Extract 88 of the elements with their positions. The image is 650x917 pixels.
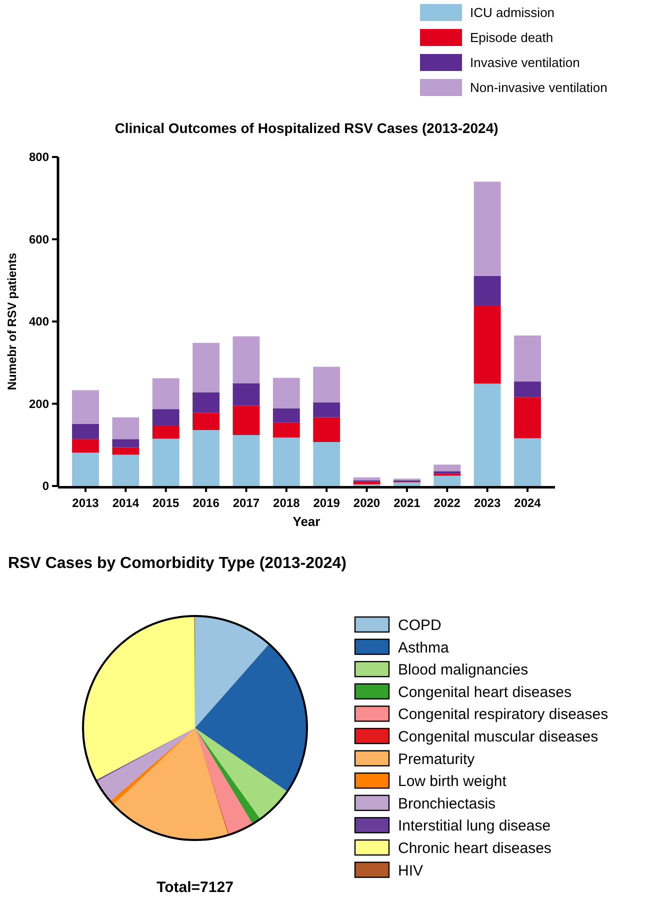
bar <box>313 366 340 403</box>
y-axis-title: Numebr of RSV patients <box>5 252 19 390</box>
legend-label: Congenital heart diseases <box>398 684 572 701</box>
pie-slice <box>195 616 270 728</box>
bar <box>152 378 180 410</box>
bar <box>434 476 461 486</box>
x-tick-label: 2024 <box>514 496 542 510</box>
legend-label: Episode death <box>470 30 554 45</box>
pie-slice <box>195 728 260 824</box>
pie-slice <box>195 728 288 820</box>
legend-label: Bronchiectasis <box>398 795 496 812</box>
pie-slice <box>83 616 195 780</box>
bar <box>474 384 501 486</box>
bar <box>474 182 501 276</box>
x-tick-label: 2013 <box>72 496 100 510</box>
x-tick-label: 2017 <box>232 496 260 510</box>
legend-label: Congenital respiratory diseases <box>398 706 608 724</box>
legend-label: Prematurity <box>398 750 476 768</box>
bar <box>152 426 180 439</box>
bar <box>192 430 220 486</box>
y-tick-label: 0 <box>42 479 50 493</box>
pie-slice <box>113 728 228 840</box>
x-tick-label: 2020 <box>353 496 380 510</box>
bar <box>72 424 99 440</box>
bar <box>232 435 260 486</box>
legend-label: Interstitial lung disease <box>398 818 551 835</box>
x-tick-label: 2022 <box>434 496 461 510</box>
bar <box>152 438 180 486</box>
x-tick-label: 2018 <box>273 496 300 510</box>
bar <box>353 482 380 484</box>
bar <box>272 408 300 423</box>
bar <box>514 382 541 398</box>
bar <box>434 464 461 472</box>
chart-title: Clinical Outcomes of Hospitalized RSV Cases (2013-2024) <box>114 120 498 136</box>
legend-label: HIV <box>398 862 424 880</box>
bar <box>152 409 180 426</box>
bar <box>272 422 300 438</box>
legend-label: Asthma <box>398 639 450 656</box>
chart-title: RSV Cases by Comorbidity Type (2013-2024) <box>8 555 346 572</box>
y-tick-label: 600 <box>28 232 50 246</box>
bar <box>232 383 260 406</box>
x-tick-label: 2016 <box>192 496 220 510</box>
x-axis-title: Year <box>292 514 320 529</box>
bar <box>313 402 340 418</box>
bar <box>232 336 260 384</box>
legend-label: Low birth weight <box>398 773 508 790</box>
legend-label: COPD <box>398 617 442 634</box>
pie-slice <box>96 728 195 802</box>
bar <box>514 335 541 382</box>
x-tick-label: 2014 <box>112 496 140 510</box>
pie-slice <box>195 644 307 792</box>
x-tick-label: 2021 <box>394 496 421 510</box>
bar <box>232 406 260 436</box>
bar <box>72 390 99 424</box>
bar <box>112 417 140 440</box>
legend-label: ICU admission <box>470 5 555 20</box>
y-tick-label: 400 <box>28 314 50 328</box>
legend-label: Non-invasive ventilation <box>470 80 608 95</box>
bar <box>434 471 461 474</box>
bar <box>313 417 340 442</box>
legend-label: Blood malignancies <box>398 662 528 679</box>
x-tick-label: 2015 <box>152 496 180 510</box>
legend-label: Invasive ventilation <box>470 55 580 70</box>
bar <box>112 439 140 448</box>
bar <box>192 342 220 392</box>
bar <box>474 305 501 384</box>
bar <box>474 276 501 306</box>
x-tick-label: 2019 <box>313 496 340 510</box>
bar <box>72 452 99 486</box>
bar <box>112 454 140 486</box>
bar <box>313 442 340 486</box>
pie-slice <box>96 728 195 782</box>
bar <box>514 397 541 438</box>
x-tick-label: 2023 <box>474 496 501 510</box>
y-tick-label: 200 <box>28 396 50 411</box>
bar <box>272 378 300 408</box>
legend-label: Chronic heart diseases <box>398 840 552 857</box>
bar <box>72 439 99 453</box>
y-tick-label: 800 <box>28 150 50 164</box>
bar <box>192 392 220 413</box>
text: Total=7127 <box>156 879 234 896</box>
bar <box>393 482 420 486</box>
bar <box>192 412 220 430</box>
bar <box>272 437 300 486</box>
legend-label: Congenital muscular diseases <box>398 728 598 746</box>
bar <box>112 447 140 455</box>
pie-slice <box>195 728 253 835</box>
bar <box>514 438 541 486</box>
